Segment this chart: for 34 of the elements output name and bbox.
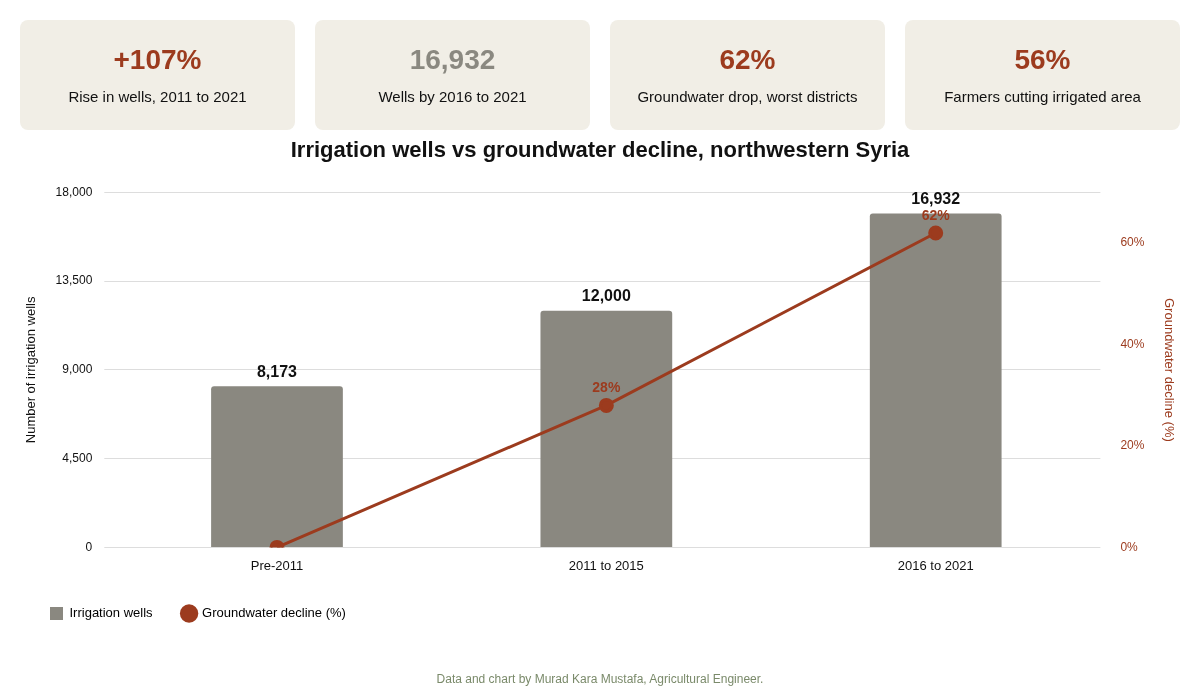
y2-tick-label: 0% (1120, 539, 1139, 554)
point (598, 397, 614, 413)
text: +107% (112, 44, 203, 76)
y-tick-label: 9,000 (62, 362, 93, 377)
point (928, 225, 944, 241)
data-label: 28% (592, 379, 621, 396)
y2-tick-label: 20% (1120, 438, 1145, 453)
text: Groundwater drop, worst districts (636, 88, 859, 105)
text: 56% (1013, 44, 1072, 76)
data-label: 12,000 (581, 287, 631, 305)
y2-tick-label: 40% (1120, 336, 1145, 351)
x-tick-label: 2011 to 2015 (568, 557, 644, 573)
text: 16,932 (408, 44, 497, 76)
y-tick-label: 0 (85, 539, 93, 554)
y-tick-label: 18,000 (55, 184, 93, 199)
text: Data and chart by Murad Kara Mustafa, Agricultural Engineer. (435, 672, 765, 686)
data-label: 16,932 (911, 189, 961, 207)
y2-axis-title: Groundwater decline (%) (1161, 298, 1177, 442)
text: Farmers cutting irrigated area (943, 88, 1142, 105)
y-tick-label: 13,500 (55, 273, 93, 288)
x-tick-label: 2016 to 2021 (897, 557, 974, 573)
bar (211, 386, 343, 547)
text: Rise in wells, 2011 to 2021 (67, 88, 248, 105)
y2-tick-label: 60% (1120, 235, 1145, 250)
chart-title: Irrigation wells vs groundwater decline, northwestern Syria (290, 137, 911, 163)
y-tick-label: 4,500 (62, 450, 93, 465)
bar (540, 310, 673, 547)
legend-label: Groundwater decline (%) (202, 605, 346, 621)
data-label: 8,173 (256, 362, 298, 380)
text: 62% (718, 44, 777, 76)
y-axis-title: Number of irrigation wells (23, 296, 39, 444)
x-tick-label: Pre-2011 (250, 557, 304, 573)
text: Wells by 2016 to 2021 (377, 88, 528, 105)
legend-label: Irrigation wells (69, 605, 154, 621)
